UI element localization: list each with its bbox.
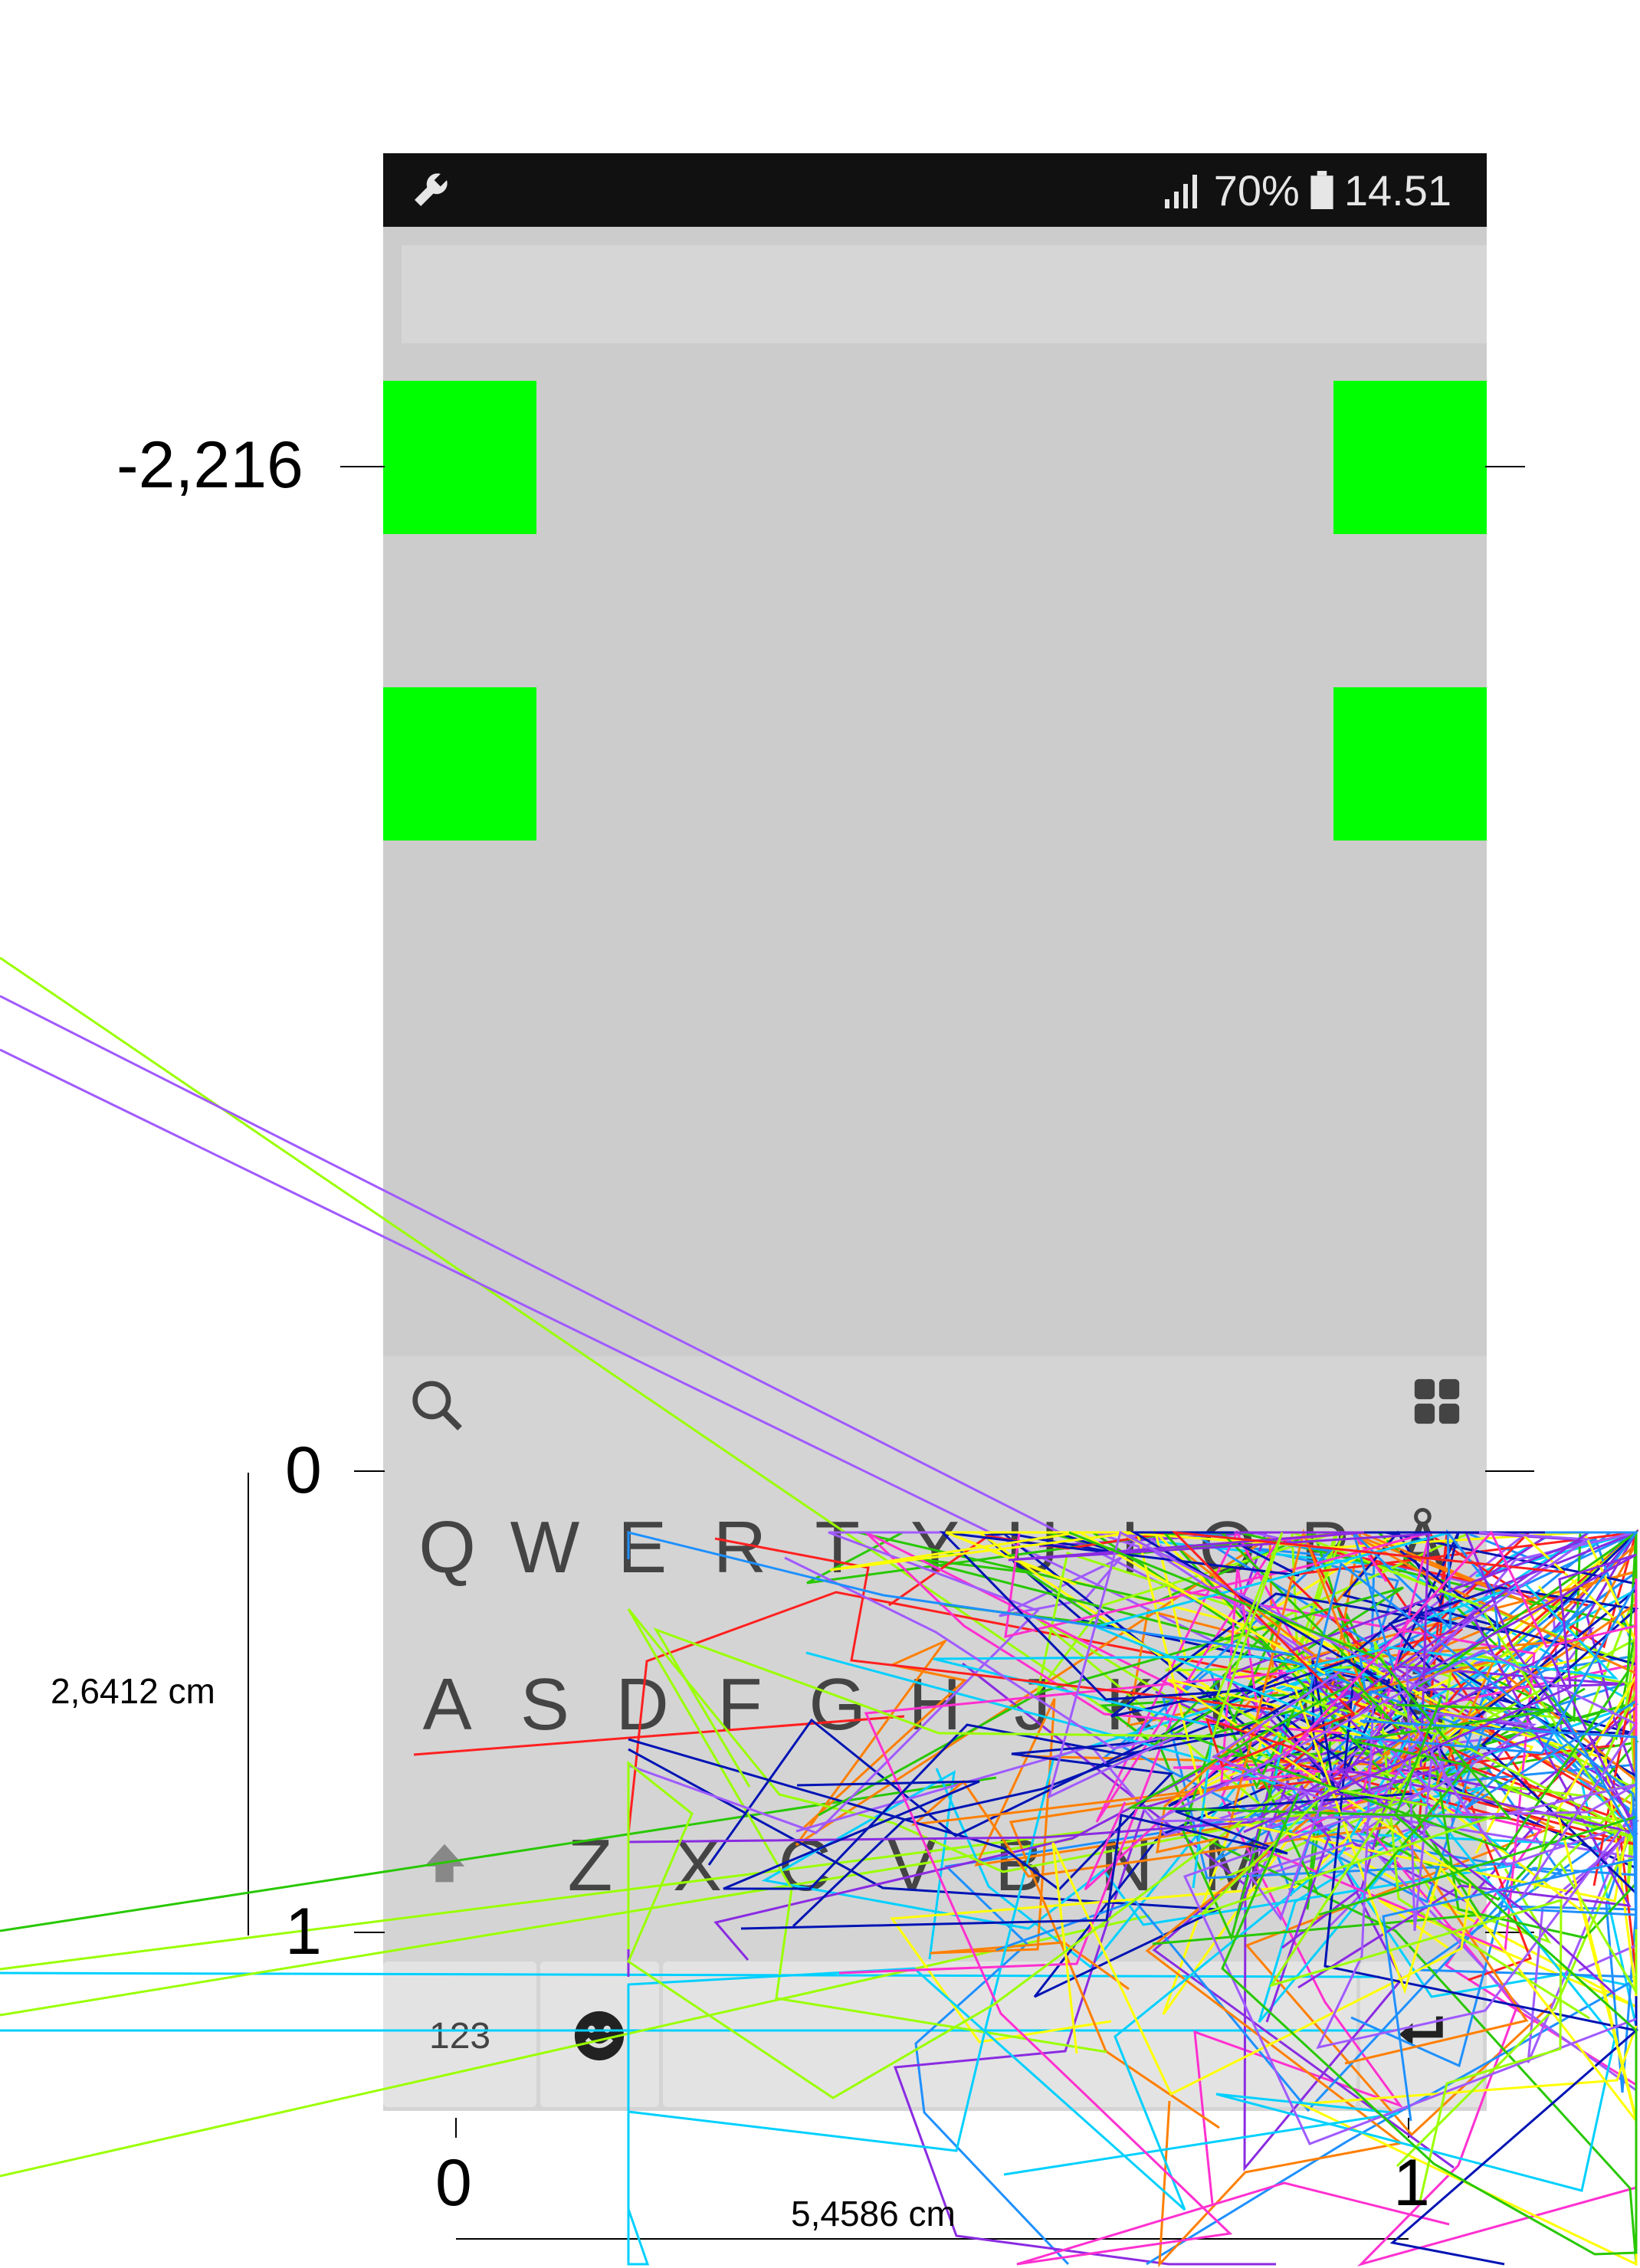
grid-icon[interactable] — [1410, 1375, 1464, 1432]
key-2-1[interactable]: S — [520, 1663, 569, 1745]
shift-icon[interactable] — [418, 1837, 471, 1895]
key-2-8[interactable]: L — [1207, 1663, 1248, 1745]
key-2-4[interactable]: G — [809, 1663, 867, 1745]
status-bar: 70% 14.51 — [383, 153, 1487, 227]
smiley-icon — [572, 2009, 626, 2066]
signal-icon — [1163, 172, 1203, 208]
wrench-icon — [409, 169, 452, 215]
width-label: 5,4586 cm — [791, 2194, 956, 2234]
key-1-4[interactable]: T — [815, 1506, 860, 1588]
numbers-key[interactable]: 123 — [383, 1962, 536, 2107]
key-3-5[interactable]: N — [1100, 1824, 1153, 1906]
search-icon[interactable] — [406, 1375, 467, 1440]
key-2-3[interactable]: F — [717, 1663, 763, 1745]
keyboard-bottom-row: 123 — [383, 1962, 1487, 2107]
key-1-10[interactable]: Å — [1398, 1506, 1448, 1588]
y-top-label: -2,216 — [116, 428, 303, 502]
key-1-3[interactable]: R — [713, 1506, 767, 1588]
x-zero-label: 0 — [435, 2146, 472, 2220]
key-3-1[interactable]: X — [672, 1824, 723, 1906]
enter-icon — [1395, 2011, 1448, 2061]
battery-icon — [1310, 171, 1333, 209]
key-2-2[interactable]: D — [615, 1663, 669, 1745]
numbers-key-label: 123 — [429, 2016, 491, 2057]
green-target-bottom-right[interactable] — [1333, 687, 1487, 841]
key-1-8[interactable]: O — [1199, 1506, 1257, 1588]
key-1-0[interactable]: Q — [418, 1506, 476, 1588]
green-target-bottom-left[interactable] — [383, 687, 536, 841]
battery-percent: 70% — [1213, 166, 1300, 215]
key-2-10[interactable]: Ä — [1398, 1663, 1448, 1745]
key-3-4[interactable]: B — [994, 1824, 1045, 1906]
key-3-3[interactable]: V — [887, 1824, 937, 1906]
green-target-top-right[interactable] — [1333, 381, 1487, 534]
clock: 14.51 — [1343, 166, 1451, 215]
space-key[interactable] — [663, 1962, 1356, 2107]
key-1-9[interactable]: P — [1301, 1506, 1350, 1588]
key-2-0[interactable]: A — [422, 1663, 472, 1745]
key-3-2[interactable]: C — [778, 1824, 831, 1906]
key-2-9[interactable]: Ö — [1296, 1663, 1354, 1745]
key-2-6[interactable]: J — [1014, 1663, 1051, 1745]
y-one-label: 1 — [285, 1895, 322, 1968]
enter-key[interactable] — [1360, 1962, 1483, 2107]
key-2-7[interactable]: K — [1105, 1663, 1155, 1745]
height-label: 2,6412 cm — [51, 1671, 215, 1711]
emoji-key[interactable] — [540, 1962, 659, 2107]
y-zero-label: 0 — [285, 1434, 322, 1507]
key-1-7[interactable]: I — [1120, 1506, 1140, 1588]
key-1-1[interactable]: W — [510, 1506, 580, 1588]
text-input[interactable] — [402, 245, 1487, 343]
key-3-0[interactable]: Z — [567, 1824, 613, 1906]
key-2-5[interactable]: H — [908, 1663, 962, 1745]
key-1-6[interactable]: U — [1005, 1506, 1059, 1588]
key-1-2[interactable]: E — [618, 1506, 667, 1588]
key-1-5[interactable]: Y — [910, 1506, 959, 1588]
x-one-label: 1 — [1393, 2146, 1430, 2220]
key-3-6[interactable]: M — [1203, 1824, 1264, 1906]
green-target-top-left[interactable] — [383, 381, 536, 534]
